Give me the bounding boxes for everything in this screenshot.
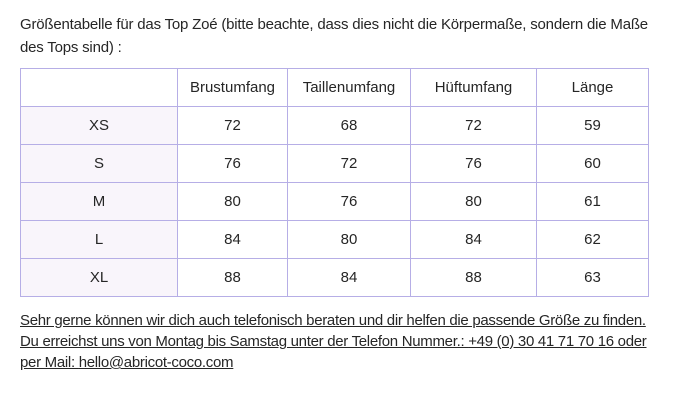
table-row-xl: XL 88 84 88 63 <box>20 258 649 297</box>
contact-line-2: Du erreichst uns von Montag bis Samstag … <box>20 331 671 352</box>
page-title-line-2: des Tops sind) : <box>20 39 122 56</box>
page-content: Größentabelle für das Top Zoé (bitte bea… <box>20 13 671 373</box>
table-cell: 72 <box>410 106 537 145</box>
column-header-empty <box>20 68 178 107</box>
table-row-s: S 76 72 76 60 <box>20 144 649 183</box>
table-cell: 84 <box>177 220 288 259</box>
row-label-s: S <box>20 144 178 183</box>
table-cell: 62 <box>536 220 649 259</box>
table-cell: 76 <box>177 144 288 183</box>
contact-line-3: per Mail: hello@abricot-coco.com <box>20 352 671 373</box>
table-cell: 88 <box>410 258 537 297</box>
table-cell: 80 <box>287 220 411 259</box>
table-cell: 59 <box>536 106 649 145</box>
table-cell: 61 <box>536 182 649 221</box>
page-title: Größentabelle für das Top Zoé (bitte bea… <box>20 13 671 59</box>
table-row-l: L 84 80 84 62 <box>20 220 649 259</box>
page-title-line-1: Größentabelle für das Top Zoé (bitte bea… <box>20 16 648 33</box>
contact-line-2-suffix: oder <box>613 333 647 350</box>
row-label-xs: XS <box>20 106 178 145</box>
column-header-hueftumfang: Hüftumfang <box>410 68 537 107</box>
contact-line-3-text: per Mail: <box>20 354 79 371</box>
row-label-m: M <box>20 182 178 221</box>
table-cell: 72 <box>177 106 288 145</box>
table-cell: 76 <box>287 182 411 221</box>
table-cell: 84 <box>287 258 411 297</box>
column-header-taillenumfang: Taillenumfang <box>287 68 411 107</box>
table-row-xs: XS 72 68 72 59 <box>20 106 649 145</box>
table-cell: 80 <box>177 182 288 221</box>
table-cell: 60 <box>536 144 649 183</box>
row-label-xl: XL <box>20 258 178 297</box>
table-cell: 63 <box>536 258 649 297</box>
table-cell: 88 <box>177 258 288 297</box>
size-table: Brustumfang Taillenumfang Hüftumfang Län… <box>20 68 649 297</box>
contact-info: Sehr gerne können wir dich auch telefoni… <box>20 310 671 373</box>
table-cell: 76 <box>410 144 537 183</box>
phone-link[interactable]: +49 (0) 30 41 71 70 16 <box>468 333 614 350</box>
table-header-row: Brustumfang Taillenumfang Hüftumfang Län… <box>20 68 649 107</box>
column-header-brustumfang: Brustumfang <box>177 68 288 107</box>
column-header-laenge: Länge <box>536 68 649 107</box>
table-cell: 80 <box>410 182 537 221</box>
row-label-l: L <box>20 220 178 259</box>
table-cell: 68 <box>287 106 411 145</box>
email-link[interactable]: hello@abricot-coco.com <box>78 354 234 371</box>
table-row-m: M 80 76 80 61 <box>20 182 649 221</box>
table-cell: 84 <box>410 220 537 259</box>
table-cell: 72 <box>287 144 411 183</box>
contact-line-1: Sehr gerne können wir dich auch telefoni… <box>20 312 646 329</box>
contact-line-2-text: Du erreichst uns von Montag bis Samstag … <box>20 333 469 350</box>
